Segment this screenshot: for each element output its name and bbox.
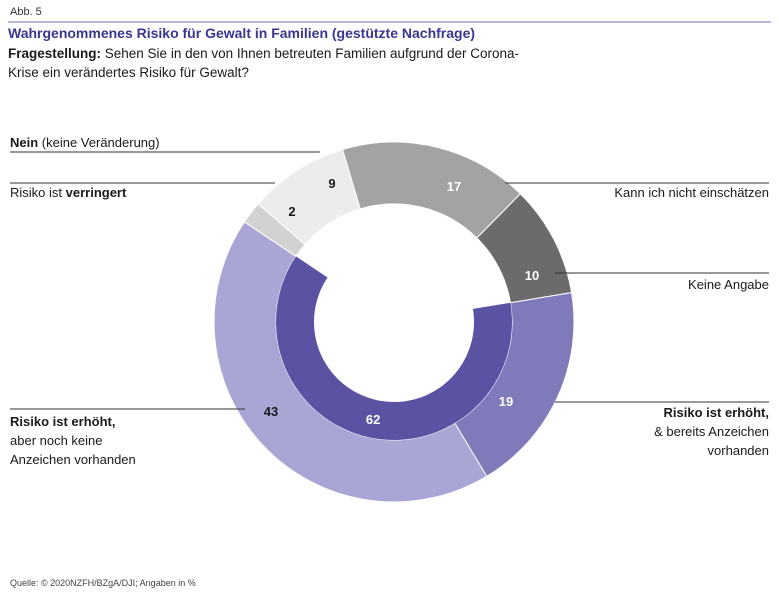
callout-label-5: Risiko ist erhöht, [10,414,115,429]
outer-value-label-5: 2 [288,204,295,219]
callout-label-1: Risiko ist verringert [10,185,127,200]
callout-label-4-line-2: & bereits Anzeichen [654,424,769,439]
outer-value-label-0: 9 [328,176,335,191]
outer-segment-5 [243,203,306,258]
callout-label-0: Nein (keine Veränderung) [10,135,160,150]
callout-label-5-line-3: Anzeichen vorhanden [10,452,136,467]
outer-value-label-4: 43 [264,404,278,419]
source-note: Quelle: © 2020NZFH/BZgA/DJI; Angaben in … [10,578,196,588]
question-text: Sehen Sie in den von Ihnen betreuten Fam… [8,46,520,80]
question-label: Fragestellung: [8,46,102,61]
question: Fragestellung: Sehen Sie in den von Ihne… [8,44,528,82]
chart-title: Wahrgenommenes Risiko für Gewalt in Fami… [8,25,476,41]
figure-number: Abb. 5 [10,6,42,18]
outer-value-label-1: 17 [447,179,461,194]
outer-value-label-2: 10 [525,268,539,283]
inner-segment-0 [276,256,513,441]
callout-label-2: Kann ich nicht einschätzen [614,185,769,200]
outer-value-label-3: 19 [499,394,513,409]
callout-label-5-line-2: aber noch keine [10,433,103,448]
callout-label-4-line-3: vorhanden [708,443,769,458]
outer-segment-4 [213,221,488,503]
callout-label-4: Risiko ist erhöht, [664,405,769,420]
inner-value-label-0: 62 [366,412,380,427]
callout-label-3: Keine Angabe [688,277,769,292]
header-rule [8,21,771,23]
